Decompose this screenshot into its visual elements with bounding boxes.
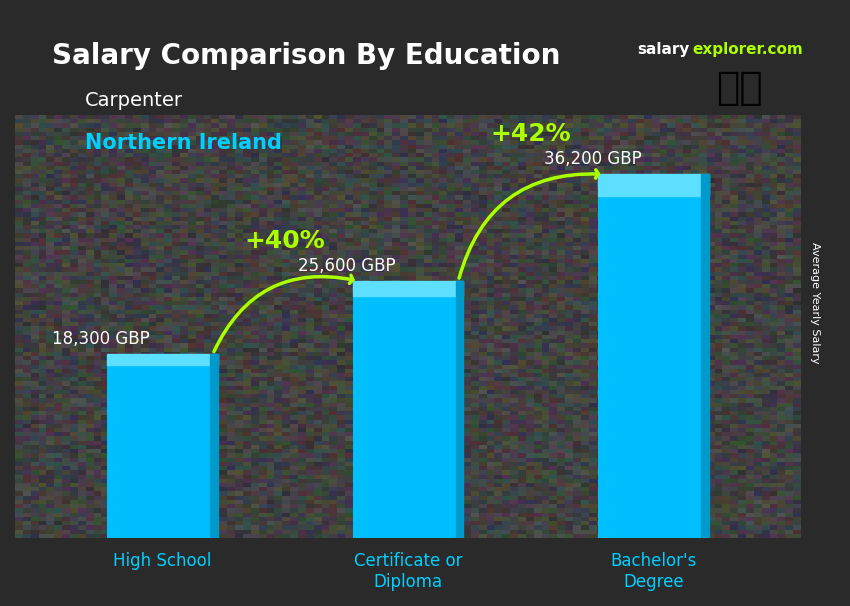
Text: 36,200 GBP: 36,200 GBP bbox=[544, 150, 642, 168]
Text: Salary Comparison By Education: Salary Comparison By Education bbox=[52, 42, 560, 70]
Bar bbox=[353, 281, 463, 296]
Text: Northern Ireland: Northern Ireland bbox=[85, 133, 282, 153]
Text: Carpenter: Carpenter bbox=[85, 91, 183, 110]
Bar bbox=[107, 355, 218, 538]
Text: explorer.com: explorer.com bbox=[693, 42, 803, 58]
Text: 🇬🇧: 🇬🇧 bbox=[716, 69, 763, 107]
Bar bbox=[598, 174, 709, 196]
Bar bbox=[210, 355, 218, 538]
Text: +42%: +42% bbox=[490, 122, 571, 146]
Bar bbox=[598, 174, 709, 538]
Bar bbox=[701, 174, 709, 538]
Text: Average Yearly Salary: Average Yearly Salary bbox=[810, 242, 820, 364]
Bar bbox=[353, 281, 463, 538]
Bar bbox=[456, 281, 463, 538]
Bar bbox=[107, 355, 218, 365]
Text: 25,600 GBP: 25,600 GBP bbox=[298, 257, 396, 275]
Text: +40%: +40% bbox=[245, 228, 326, 253]
Text: salary: salary bbox=[638, 42, 690, 58]
Text: 18,300 GBP: 18,300 GBP bbox=[53, 330, 150, 348]
